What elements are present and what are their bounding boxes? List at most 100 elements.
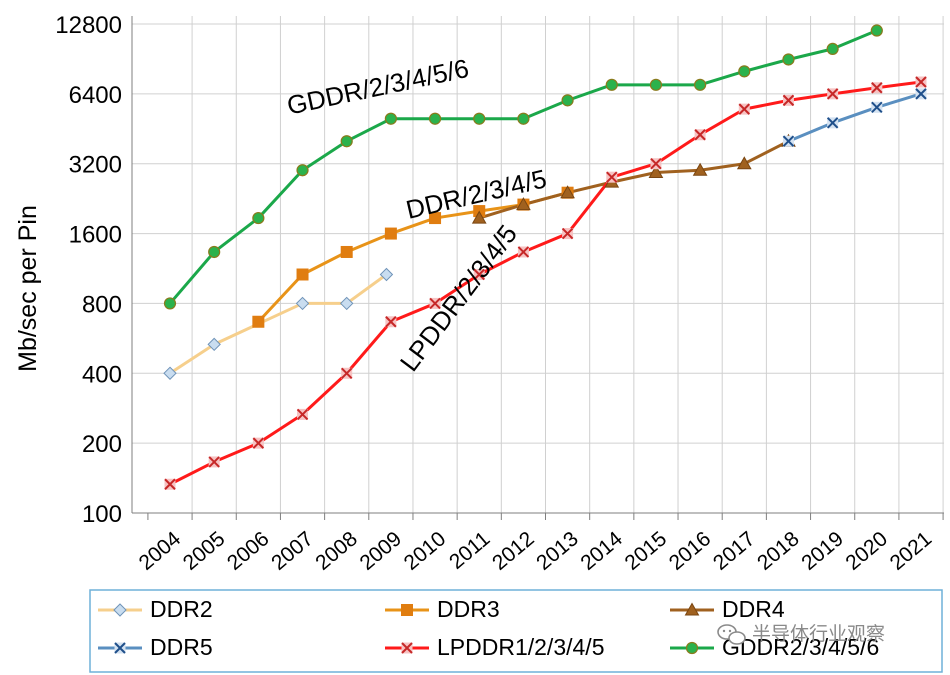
y-tick-label: 400 <box>82 361 122 388</box>
marker-cross <box>782 135 795 147</box>
y-axis-label: Mb/sec per Pin <box>14 205 42 372</box>
legend-item: DDR4 <box>670 596 785 622</box>
series-line-ddr5 <box>787 92 922 143</box>
data-point-ddr5 <box>915 88 927 100</box>
data-point-gddr2-3-4-5-6 <box>384 112 397 125</box>
legend-item: DDR5 <box>98 634 213 660</box>
data-point-lpddr1-2-3-4-5 <box>473 268 485 281</box>
data-point-gddr2-3-4-5-6 <box>870 24 883 37</box>
x-tick-label: 2021 <box>886 527 937 575</box>
data-point-ddr3 <box>384 227 397 240</box>
marker-cross <box>871 82 883 94</box>
x-tick-label: 2018 <box>753 527 804 575</box>
x-tick-label: 2019 <box>797 527 848 575</box>
marker-cross <box>561 227 574 240</box>
marker-cross <box>429 297 441 310</box>
data-point-lpddr1-2-3-4-5 <box>915 76 927 88</box>
marker-cross <box>694 129 706 141</box>
data-point-lpddr1-2-3-4-5 <box>429 297 441 310</box>
y-tick-label: 1600 <box>69 222 122 249</box>
legend-marker <box>113 603 127 617</box>
data-point-gddr2-3-4-5-6 <box>252 211 265 225</box>
data-point-ddr5 <box>782 135 795 147</box>
marker-cross <box>401 642 413 654</box>
legend-marker <box>401 642 413 654</box>
data-point-gddr2-3-4-5-6 <box>517 112 530 125</box>
legend-label: LPDDR1/2/3/4/5 <box>437 634 604 660</box>
data-point-ddr3 <box>340 245 353 258</box>
x-tick-label: 2006 <box>223 527 274 575</box>
data-point-ddr2 <box>207 337 221 352</box>
data-point-lpddr1-2-3-4-5 <box>871 82 883 94</box>
data-point-ddr2 <box>163 366 177 380</box>
data-point-ddr2 <box>339 296 354 311</box>
data-point-gddr2-3-4-5-6 <box>296 164 309 177</box>
x-tick-label: 2007 <box>267 527 318 575</box>
series-annotation: GDDR/2/3/4/5/6 <box>284 53 471 121</box>
x-tick-label: 2014 <box>576 527 627 575</box>
data-point-gddr2-3-4-5-6 <box>340 135 353 148</box>
y-tick-label: 100 <box>82 501 122 528</box>
data-point-lpddr1-2-3-4-5 <box>694 129 706 141</box>
legend-marker <box>401 604 413 616</box>
data-point-gddr2-3-4-5-6 <box>163 297 177 310</box>
data-point-ddr2 <box>295 296 310 311</box>
x-tick-label: 2020 <box>841 527 892 575</box>
legend-label: DDR3 <box>437 596 500 622</box>
data-point-gddr2-3-4-5-6 <box>605 78 618 91</box>
marker-cross <box>340 367 353 379</box>
data-point-lpddr1-2-3-4-5 <box>385 316 397 328</box>
data-point-ddr4 <box>471 210 487 224</box>
legend-label: DDR5 <box>150 634 213 660</box>
data-point-ddr3 <box>296 268 309 281</box>
data-point-lpddr1-2-3-4-5 <box>738 103 751 115</box>
x-tick-label: 2008 <box>311 527 362 575</box>
series-line-ddr2 <box>169 273 388 375</box>
data-point-ddr5 <box>871 101 883 114</box>
legend-marker <box>685 641 699 655</box>
legend-label: GDDR2/3/4/5/6 <box>722 634 879 660</box>
legend-item: DDR3 <box>385 596 500 622</box>
y-tick-label: 3200 <box>69 152 122 179</box>
data-point-gddr2-3-4-5-6 <box>694 78 707 91</box>
x-tick-label: 2010 <box>400 527 451 575</box>
data-point-gddr2-3-4-5-6 <box>561 94 574 107</box>
data-point-gddr2-3-4-5-6 <box>782 53 795 66</box>
marker-cross <box>473 268 485 281</box>
data-point-gddr2-3-4-5-6 <box>473 112 486 125</box>
series-line-ddr4 <box>478 139 790 220</box>
legend-item: GDDR2/3/4/5/6 <box>670 634 879 660</box>
data-point-ddr4 <box>516 197 531 211</box>
marker-cross <box>650 158 662 170</box>
data-point-gddr2-3-4-5-6 <box>208 245 221 259</box>
marker-cross <box>915 88 927 100</box>
legend-label: DDR2 <box>150 596 213 622</box>
marker-cross <box>738 103 751 115</box>
y-tick-label: 12800 <box>55 12 122 39</box>
legend-marker <box>114 642 126 654</box>
x-tick-label: 2016 <box>665 527 716 575</box>
x-tick-label: 2017 <box>709 527 760 575</box>
x-tick-label: 2009 <box>356 527 407 575</box>
legend-box <box>89 589 943 673</box>
wechat-icon <box>717 624 746 645</box>
y-tick-label: 800 <box>82 291 122 318</box>
data-point-ddr3 <box>252 315 265 328</box>
data-point-ddr4 <box>692 162 708 176</box>
data-point-lpddr1-2-3-4-5 <box>296 408 309 421</box>
y-tick-label: 200 <box>82 431 122 458</box>
watermark: 半导体行业观察 <box>717 623 885 645</box>
marker-cross <box>606 171 618 183</box>
legend-marker <box>684 602 700 616</box>
x-tick-label: 2005 <box>179 527 230 575</box>
data-point-lpddr1-2-3-4-5 <box>517 246 530 258</box>
data-point-lpddr1-2-3-4-5 <box>208 456 220 468</box>
data-point-lpddr1-2-3-4-5 <box>164 478 176 490</box>
legend: DDR2 DDR3 DDR4 DDR5 LPDDR1/2/3/4/5 GDDR2/3/4/… <box>89 589 943 673</box>
x-tick-label: 2015 <box>621 527 672 575</box>
marker-cross <box>252 437 265 449</box>
data-point-ddr5 <box>826 117 839 129</box>
data-point-ddr3 <box>429 212 442 225</box>
